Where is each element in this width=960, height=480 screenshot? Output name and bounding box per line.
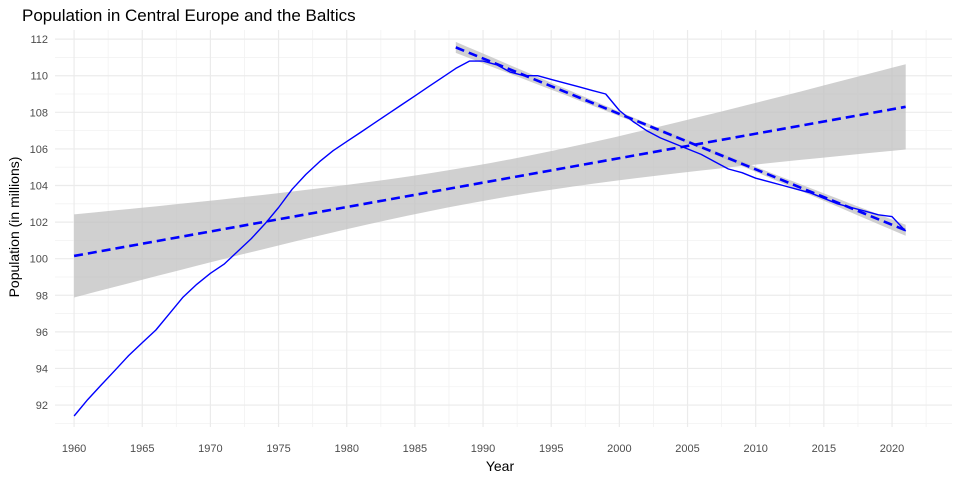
x-tick-label: 2015 <box>812 443 836 455</box>
x-tick-label: 1960 <box>62 443 86 455</box>
y-axis-ticks: 92 94 96 98 100 102 104 106 108 110 112 <box>30 34 48 412</box>
trend-line-1 <box>73 105 906 258</box>
x-tick-label: 2020 <box>880 443 904 455</box>
y-tick-label: 94 <box>36 363 48 375</box>
y-tick-label: 112 <box>30 34 48 46</box>
x-tick-label: 2000 <box>607 443 631 455</box>
y-tick-label: 102 <box>30 217 48 229</box>
x-tick-label: 1980 <box>334 443 358 455</box>
x-tick-label: 2005 <box>675 443 699 455</box>
y-tick-label: 104 <box>30 181 48 193</box>
y-tick-label: 96 <box>36 327 48 339</box>
x-tick-label: 1985 <box>403 443 427 455</box>
x-axis-ticks: 1960 1965 1970 1975 1980 1985 1990 1995 2000 2005… <box>62 443 904 455</box>
x-tick-label: 1975 <box>266 443 290 455</box>
trend-lines <box>73 46 907 258</box>
x-tick-label: 2010 <box>743 443 767 455</box>
y-tick-label: 92 <box>36 400 48 412</box>
x-tick-label: 1965 <box>130 443 154 455</box>
y-tick-label: 106 <box>30 144 48 156</box>
x-tick-label: 1970 <box>198 443 222 455</box>
population-line <box>73 60 907 417</box>
y-tick-label: 100 <box>30 254 48 266</box>
y-tick-label: 110 <box>30 71 48 83</box>
chart-title: Population in Central Europe and the Bal… <box>22 6 356 25</box>
series-lines <box>73 60 907 417</box>
trend-line-2 <box>455 46 907 232</box>
y-tick-label: 108 <box>30 107 48 119</box>
y-axis-title: Population (in millions) <box>6 157 22 298</box>
x-axis-title: Year <box>486 458 515 474</box>
y-tick-label: 98 <box>36 290 48 302</box>
x-tick-label: 1990 <box>471 443 495 455</box>
x-tick-label: 1995 <box>539 443 563 455</box>
